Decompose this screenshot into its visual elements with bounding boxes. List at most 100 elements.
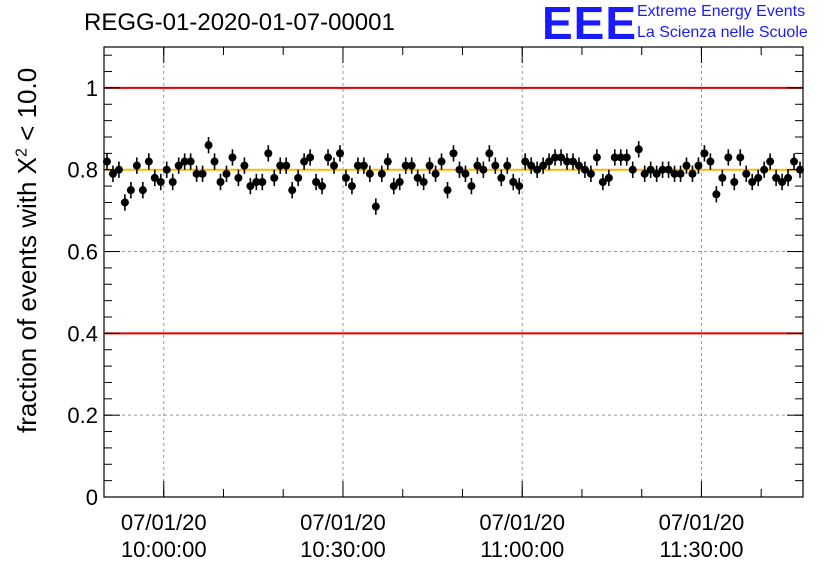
- x-tick-label-time: 10:30:00: [300, 537, 386, 562]
- x-tick-label-date: 07/01/20: [121, 510, 207, 535]
- data-point: [413, 173, 422, 182]
- data-point: [407, 161, 416, 170]
- data-point: [503, 161, 512, 170]
- data-point: [742, 169, 751, 178]
- data-point: [168, 178, 177, 186]
- data-point: [634, 145, 643, 154]
- data-point: [730, 178, 739, 186]
- data-point: [545, 157, 554, 166]
- data-point: [353, 161, 362, 170]
- x-tick-label-date: 07/01/20: [659, 510, 745, 535]
- data-point: [574, 161, 583, 170]
- data-point: [324, 153, 333, 162]
- data-point: [497, 173, 506, 182]
- data-point: [772, 173, 781, 182]
- data-point: [180, 157, 189, 166]
- data-point: [778, 178, 787, 186]
- data-point: [754, 173, 763, 182]
- data-point: [150, 173, 159, 182]
- data-point: [443, 186, 452, 195]
- data-point: [144, 157, 153, 166]
- data-point: [162, 165, 171, 174]
- plot-frame: [103, 46, 804, 498]
- data-point: [604, 173, 613, 182]
- data-point: [228, 153, 237, 162]
- reference-lines: [104, 86, 803, 335]
- data-point: [246, 182, 255, 191]
- data-point: [586, 169, 595, 178]
- data-point: [598, 178, 607, 186]
- x-tick-label-time: 11:00:00: [480, 537, 564, 562]
- data-point: [539, 161, 548, 170]
- data-point: [712, 190, 721, 199]
- data-point: [694, 161, 703, 170]
- data-point: [473, 161, 482, 170]
- data-point: [318, 182, 327, 191]
- data-point: [431, 169, 440, 178]
- x-tick-label-time: 10:00:00: [121, 537, 207, 562]
- data-point: [335, 149, 344, 158]
- data-point: [664, 165, 673, 174]
- data-point: [216, 178, 225, 186]
- data-point: [640, 169, 649, 178]
- data-point: [718, 173, 727, 182]
- data-point: [276, 161, 285, 170]
- data-point: [234, 173, 243, 182]
- data-point: [563, 157, 572, 166]
- data-point: [389, 182, 398, 191]
- data-point: [491, 161, 500, 170]
- data-point: [395, 178, 404, 186]
- data-point: [784, 173, 793, 182]
- data-point: [646, 165, 655, 174]
- data-point: [557, 153, 566, 162]
- data-point: [736, 153, 745, 162]
- data-point: [652, 169, 661, 178]
- data-point: [521, 157, 530, 166]
- data-point: [706, 157, 715, 166]
- data-point: [527, 161, 536, 170]
- x-tick-label-time: 11:30:00: [659, 537, 743, 562]
- data-point: [455, 165, 464, 174]
- data-point: [126, 186, 135, 195]
- data-point: [592, 153, 601, 162]
- data-point: [210, 157, 219, 166]
- data-point: [365, 169, 374, 178]
- x-tick-label-date: 07/01/20: [479, 510, 565, 535]
- data-point: [628, 165, 637, 174]
- data-point: [138, 186, 147, 195]
- data-point: [174, 161, 183, 170]
- data-point: [282, 161, 291, 170]
- data-point: [156, 178, 165, 186]
- y-tick-label: 0.8: [67, 158, 98, 183]
- data-point: [461, 169, 470, 178]
- axis-ticks: [103, 47, 803, 498]
- data-point: [568, 157, 577, 166]
- data-point: [622, 153, 631, 162]
- y-tick-label: 0.2: [67, 403, 98, 428]
- data-point: [748, 178, 757, 186]
- data-point: [270, 173, 279, 182]
- data-point: [449, 149, 458, 158]
- data-point: [760, 165, 769, 174]
- data-point: [347, 182, 356, 191]
- y-tick-label: 0.6: [67, 240, 98, 265]
- data-point: [377, 169, 386, 178]
- data-point: [551, 153, 560, 162]
- logo-subtitle-2: La Scienza nelle Scuole: [637, 24, 808, 41]
- data-point: [288, 186, 297, 195]
- data-point: [120, 198, 129, 207]
- data-point: [204, 141, 213, 150]
- data-points: [102, 137, 805, 215]
- data-point: [294, 173, 303, 182]
- data-point: [610, 153, 619, 162]
- logo-subtitle-1: Extreme Energy Events: [637, 3, 806, 20]
- data-point: [766, 157, 775, 166]
- data-point: [688, 169, 697, 178]
- data-point: [485, 149, 494, 158]
- data-point: [102, 157, 111, 166]
- data-point: [509, 178, 518, 186]
- data-point: [258, 178, 267, 186]
- data-point: [419, 178, 428, 186]
- data-point: [371, 202, 380, 211]
